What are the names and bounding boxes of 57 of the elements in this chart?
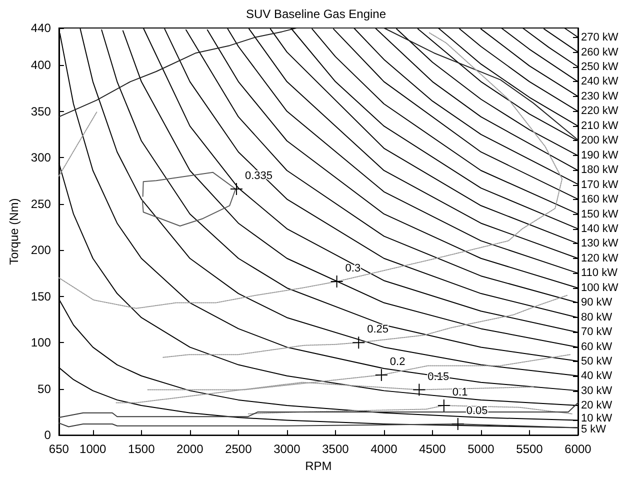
y2-tick-label: 200 kW xyxy=(581,134,619,147)
y2-tick-label: 150 kW xyxy=(581,208,619,220)
annotation: 0.1 xyxy=(452,386,468,398)
y2-tick-label: 230 kW xyxy=(581,90,619,102)
x-tick-label: 1500 xyxy=(128,442,156,456)
y2-tick-label: 120 kW xyxy=(581,252,619,264)
y-tick-label: 150 xyxy=(30,289,52,304)
y2-tick-label: 30 kW xyxy=(581,384,613,397)
y2-tick-label: 270 kW xyxy=(581,32,619,44)
y-tick-label: 50 xyxy=(38,382,52,396)
y2-tick-label: 90 kW xyxy=(581,296,613,309)
y2-tick-label: 220 kW xyxy=(581,105,619,118)
x-tick-label: 5000 xyxy=(468,442,495,456)
y2-tick-label: 240 kW xyxy=(581,76,619,88)
x-tick-label: 650 xyxy=(48,442,70,456)
y2-tick-label: 110 kW xyxy=(581,267,618,280)
y2-tick-label: 160 kW xyxy=(581,194,619,206)
y2-tick-label: 10 kW xyxy=(581,412,613,424)
y2-tick-label: 100 kW xyxy=(581,282,619,294)
y-tick-label: 300 xyxy=(30,150,52,165)
x-tick-label: 2000 xyxy=(176,442,204,456)
x-tick-label: 5500 xyxy=(516,442,544,456)
annotation: 0.3 xyxy=(345,262,361,275)
x-tick-label: 4500 xyxy=(419,442,446,456)
y-axis-title: Torque (Nm) xyxy=(7,198,21,265)
x-tick-label: 6000 xyxy=(564,442,592,456)
x-tick-label: 3000 xyxy=(274,442,301,456)
x-tick-label: 4000 xyxy=(370,442,398,456)
y-tick-label: 200 xyxy=(30,243,52,258)
y2-tick-label: 210 kW xyxy=(581,120,619,132)
y-tick-label: 350 xyxy=(30,104,52,118)
annotation: 0.2 xyxy=(390,356,406,368)
y-tick-label: 250 xyxy=(30,196,52,211)
y2-tick-label: 70 kW xyxy=(581,326,613,338)
x-tick-label: 3500 xyxy=(322,442,350,456)
y2-tick-label: 60 kW xyxy=(581,340,613,353)
y2-tick-label: 140 kW xyxy=(581,222,619,235)
y-tick-label: 0 xyxy=(44,428,52,442)
y2-tick-label: 80 kW xyxy=(581,311,613,324)
y2-tick-label: 250 kW xyxy=(581,61,619,74)
y-tick-label: 100 xyxy=(30,336,52,350)
annotation: 0.25 xyxy=(367,324,389,336)
y-tick-label: 400 xyxy=(30,58,52,72)
y2-tick-label: 20 kW xyxy=(581,400,613,412)
y2-tick-label: 5 kW xyxy=(581,424,607,436)
y2-tick-label: 190 kW xyxy=(581,149,619,162)
y2-tick-label: 50 kW xyxy=(581,355,613,368)
y-tick-label: 440 xyxy=(30,21,52,35)
y2-tick-label: 180 kW xyxy=(581,164,619,176)
chart-title: SUV Baseline Gas Engine xyxy=(246,7,386,21)
y2-tick-label: 130 kW xyxy=(581,238,619,250)
y2-tick-label: 260 kW xyxy=(581,46,619,58)
y2-tick-label: 170 kW xyxy=(581,178,619,191)
x-tick-label: 1000 xyxy=(80,442,107,456)
x-axis-title: RPM xyxy=(305,459,332,473)
x-tick-label: 2500 xyxy=(225,442,252,456)
y2-tick-label: 40 kW xyxy=(581,370,613,382)
